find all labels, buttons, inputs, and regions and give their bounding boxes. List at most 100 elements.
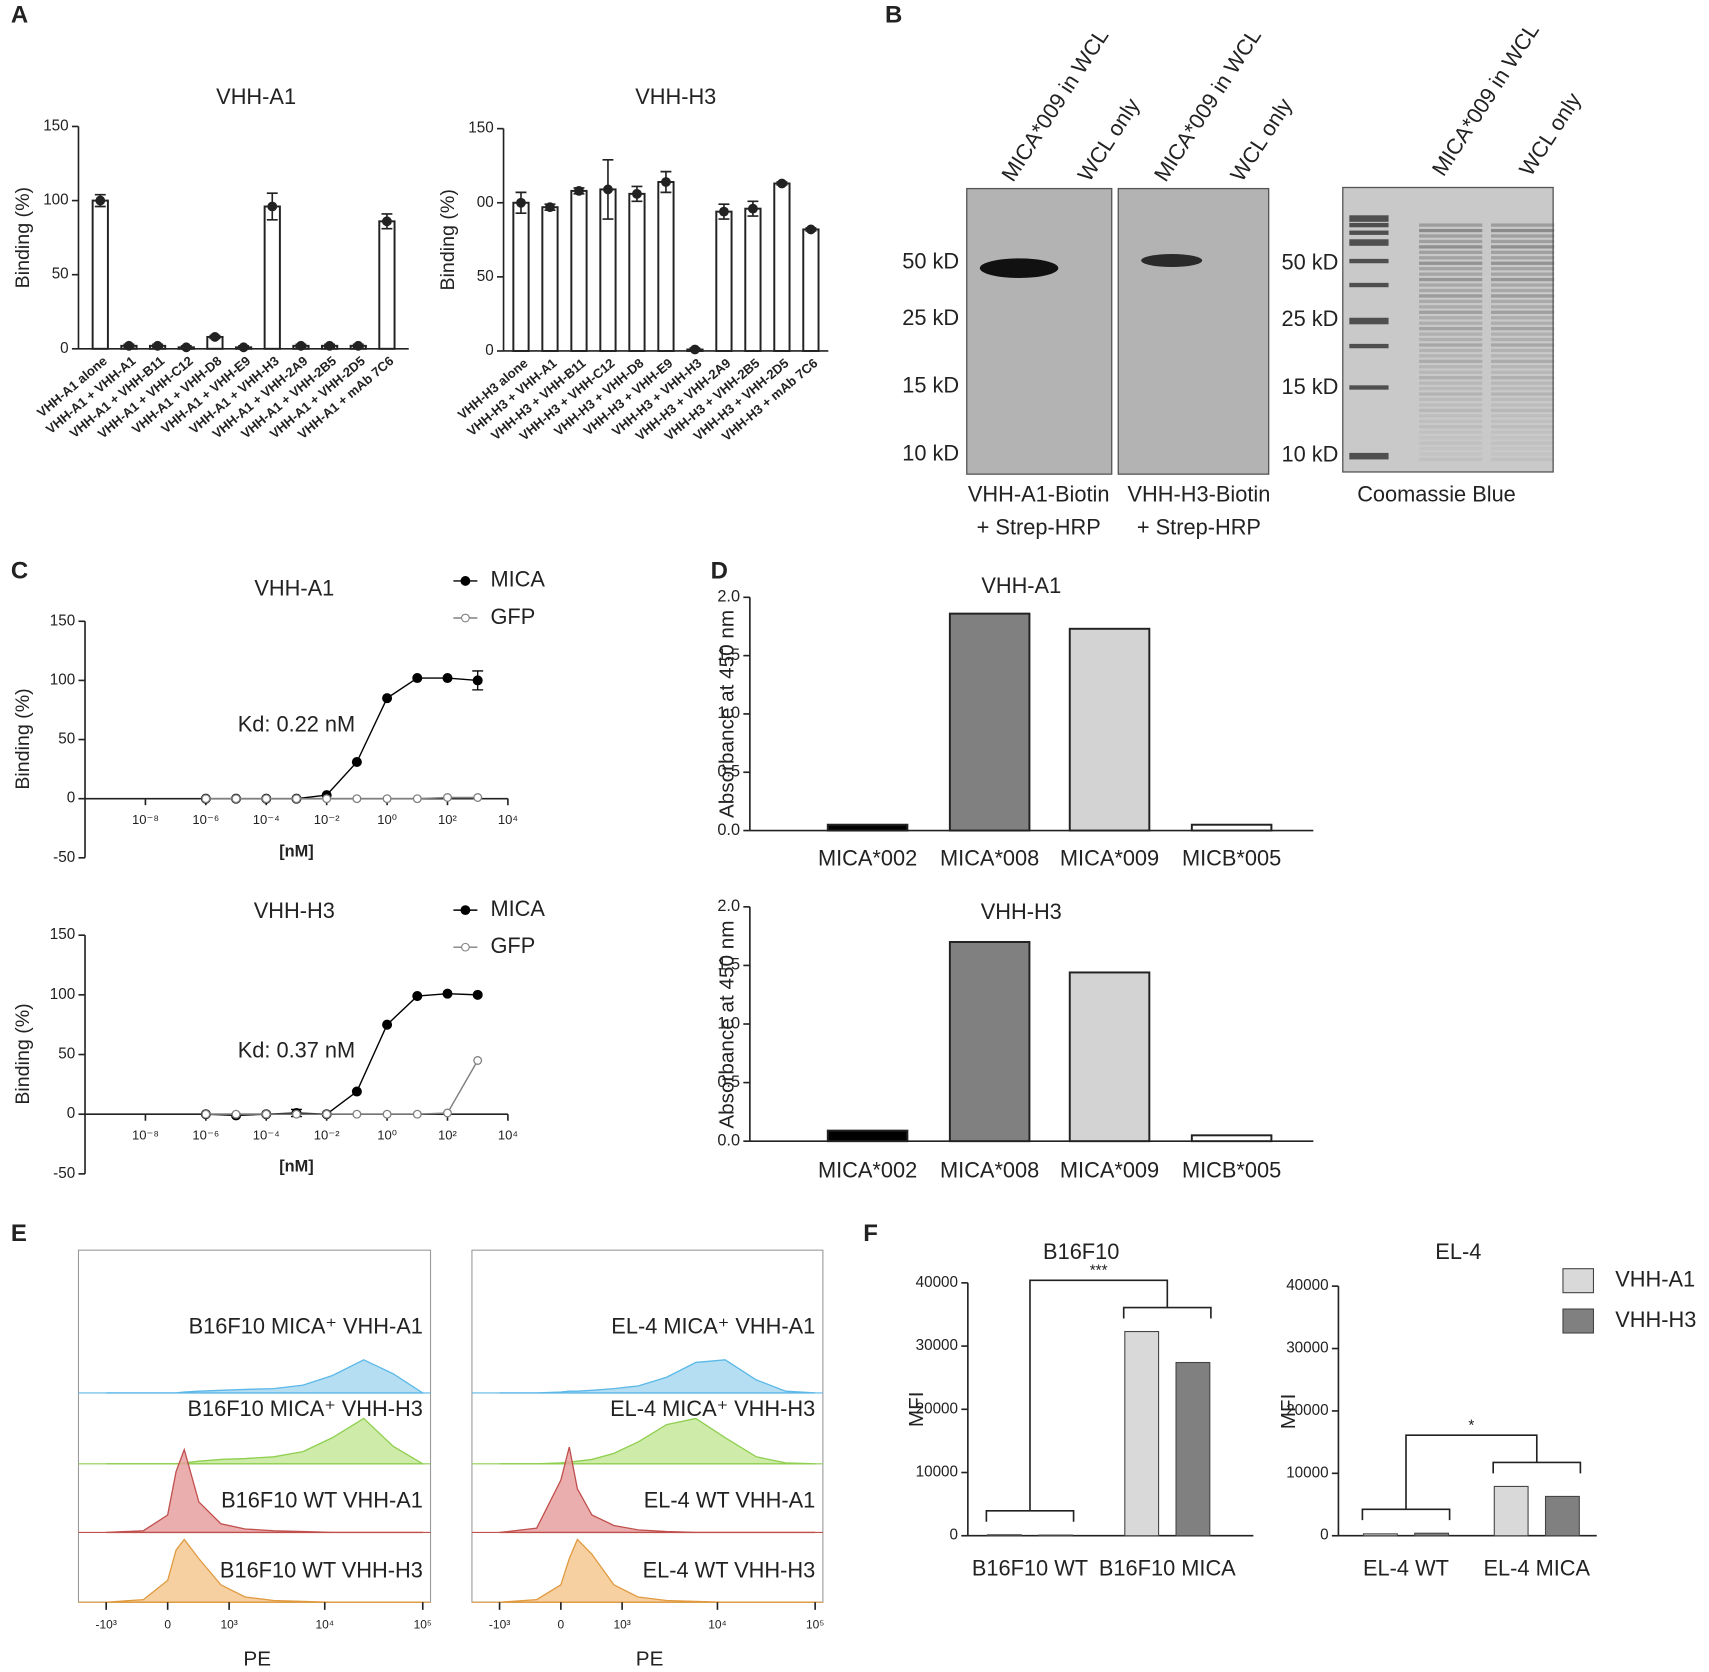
x-tick-label: MICA*008 bbox=[940, 846, 1039, 871]
lane-band bbox=[1419, 365, 1483, 369]
lane-band bbox=[1419, 441, 1483, 445]
group-bracket bbox=[985, 1509, 1075, 1522]
point bbox=[201, 794, 211, 804]
mean-dot bbox=[516, 197, 526, 208]
membrane bbox=[966, 187, 1113, 475]
lane-band bbox=[1419, 327, 1483, 331]
panel-letter: E bbox=[11, 1220, 27, 1247]
ladder-band bbox=[1349, 282, 1389, 288]
blot-caption: VHH-H3-Biotin bbox=[1128, 482, 1271, 507]
y-axis-label: Binding (%) bbox=[12, 688, 34, 789]
lane-band bbox=[1491, 441, 1555, 445]
ladder-band bbox=[1349, 239, 1389, 246]
annotation: Kd: 0.37 nM bbox=[238, 1038, 355, 1063]
y-tick-label: 20000 bbox=[1286, 1402, 1328, 1419]
bar bbox=[541, 206, 559, 352]
lane-band bbox=[1419, 359, 1483, 363]
lane-band bbox=[1491, 321, 1555, 325]
lane-band bbox=[1491, 435, 1555, 440]
point bbox=[351, 1086, 362, 1097]
y-tick-label: -50 bbox=[53, 849, 75, 866]
bar bbox=[91, 199, 109, 350]
mean-dot bbox=[690, 344, 700, 355]
point bbox=[412, 794, 422, 804]
lane-band bbox=[1491, 365, 1555, 369]
legend-swatch bbox=[1562, 1268, 1595, 1294]
lane-band bbox=[1419, 283, 1483, 287]
bar bbox=[1544, 1495, 1580, 1537]
x-tick-label: 0 bbox=[164, 1617, 171, 1631]
ladder-band bbox=[1349, 343, 1389, 349]
point bbox=[231, 1109, 241, 1119]
lane-label: WCL only bbox=[1073, 94, 1145, 186]
bar bbox=[512, 201, 530, 352]
mean-dot bbox=[574, 185, 584, 196]
blot-caption: Coomassie Blue bbox=[1357, 482, 1516, 507]
point bbox=[382, 1109, 392, 1119]
x-tick-label: 10⁻² bbox=[314, 812, 340, 827]
significance-bracket bbox=[1405, 1434, 1538, 1510]
lane-band bbox=[1419, 381, 1483, 385]
lane-band bbox=[1491, 425, 1555, 429]
point bbox=[231, 794, 241, 804]
mean-dot bbox=[632, 188, 642, 199]
lane-band bbox=[1491, 397, 1555, 402]
lane-band bbox=[1491, 272, 1555, 276]
lane-band bbox=[1419, 419, 1483, 423]
legend-marker bbox=[460, 576, 471, 586]
panel-letter: F bbox=[863, 1220, 878, 1247]
y-tick-label: 100 bbox=[43, 192, 68, 209]
legend-marker bbox=[461, 942, 470, 952]
x-tick-label: 10⁻⁴ bbox=[253, 812, 280, 827]
lane-band bbox=[1491, 277, 1555, 282]
bar bbox=[1493, 1485, 1529, 1537]
lane-band bbox=[1491, 234, 1555, 238]
lane-band bbox=[1419, 392, 1483, 396]
lane-band bbox=[1419, 288, 1483, 293]
point bbox=[291, 794, 301, 804]
lane-band bbox=[1491, 228, 1555, 233]
lane-band bbox=[1491, 359, 1555, 363]
mean-dot bbox=[324, 340, 335, 351]
point bbox=[473, 793, 483, 802]
x-tick-label: B16F10 WT bbox=[972, 1555, 1088, 1580]
lane-band bbox=[1491, 457, 1555, 462]
lane-band bbox=[1419, 386, 1483, 391]
plot-frame bbox=[471, 1249, 824, 1603]
y-tick-label: 0.5 bbox=[717, 1073, 740, 1091]
point bbox=[351, 756, 362, 768]
y-tick-label: 150 bbox=[50, 612, 75, 629]
point bbox=[201, 1109, 211, 1119]
bar bbox=[570, 189, 588, 352]
y-tick-label: 0 bbox=[485, 342, 493, 359]
lane-band bbox=[1491, 419, 1555, 423]
panel-letter: B bbox=[885, 2, 902, 29]
lane-band bbox=[1419, 256, 1483, 260]
ladder-band bbox=[1349, 317, 1389, 325]
x-tick-label: 10⁻⁶ bbox=[192, 1127, 219, 1142]
bar bbox=[986, 1534, 1022, 1537]
lane-label: WCL only bbox=[1514, 88, 1586, 180]
mean-dot bbox=[181, 342, 192, 353]
group-bracket bbox=[1492, 1461, 1582, 1474]
bar bbox=[1190, 823, 1273, 832]
point bbox=[261, 794, 271, 804]
lane-band bbox=[1419, 403, 1483, 407]
point bbox=[473, 1056, 483, 1065]
y-tick-label: 50 bbox=[477, 268, 494, 285]
legend-label: VHH-H3 bbox=[1615, 1307, 1696, 1332]
panel-letter: D bbox=[711, 558, 728, 585]
chart-title: VHH-H3 bbox=[254, 898, 335, 923]
y-axis-label: Absorbance at 450 nm bbox=[716, 920, 739, 1128]
y-tick-label: 0 bbox=[67, 1105, 75, 1122]
trace-label: EL-4 WT VHH-H3 bbox=[643, 1557, 816, 1582]
point bbox=[382, 693, 393, 704]
lane-band bbox=[1419, 245, 1483, 249]
histogram bbox=[106, 1538, 423, 1603]
y-tick-label: 0.0 bbox=[717, 821, 740, 839]
y-tick-label: 30000 bbox=[1286, 1340, 1328, 1357]
x-tick-label: MICB*005 bbox=[1182, 846, 1281, 871]
size-marker: 25 kD bbox=[1282, 306, 1339, 331]
lane-label: WCL only bbox=[1225, 94, 1297, 186]
blot-band bbox=[1141, 253, 1203, 268]
